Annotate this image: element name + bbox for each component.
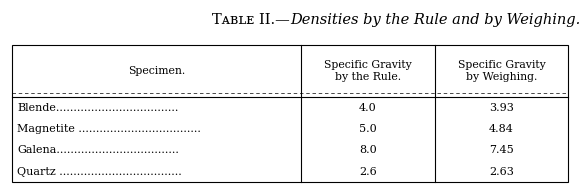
Text: 5.0: 5.0 — [359, 124, 377, 134]
Text: Magnetite ...................................: Magnetite ..............................… — [17, 124, 201, 134]
Text: Densities by the Rule and by Weighing.: Densities by the Rule and by Weighing. — [290, 13, 580, 28]
Text: 8.0: 8.0 — [359, 145, 377, 155]
Text: 3.93: 3.93 — [489, 103, 514, 113]
Text: Specific Gravity
by the Rule.: Specific Gravity by the Rule. — [324, 60, 412, 82]
Text: Tᴀʙʟᴇ II.—: Tᴀʙʟᴇ II.— — [212, 13, 290, 28]
Text: 2.63: 2.63 — [489, 167, 514, 177]
Text: Blende...................................: Blende..................................… — [17, 103, 179, 113]
Text: 2.6: 2.6 — [359, 167, 377, 177]
Text: 7.45: 7.45 — [489, 145, 514, 155]
Text: Specific Gravity
by Weighing.: Specific Gravity by Weighing. — [458, 60, 545, 82]
Text: Quartz ...................................: Quartz .................................… — [17, 167, 182, 177]
Text: 4.84: 4.84 — [489, 124, 514, 134]
Text: Galena...................................: Galena..................................… — [17, 145, 179, 155]
Text: Specimen.: Specimen. — [128, 66, 185, 76]
Text: 4.0: 4.0 — [359, 103, 377, 113]
